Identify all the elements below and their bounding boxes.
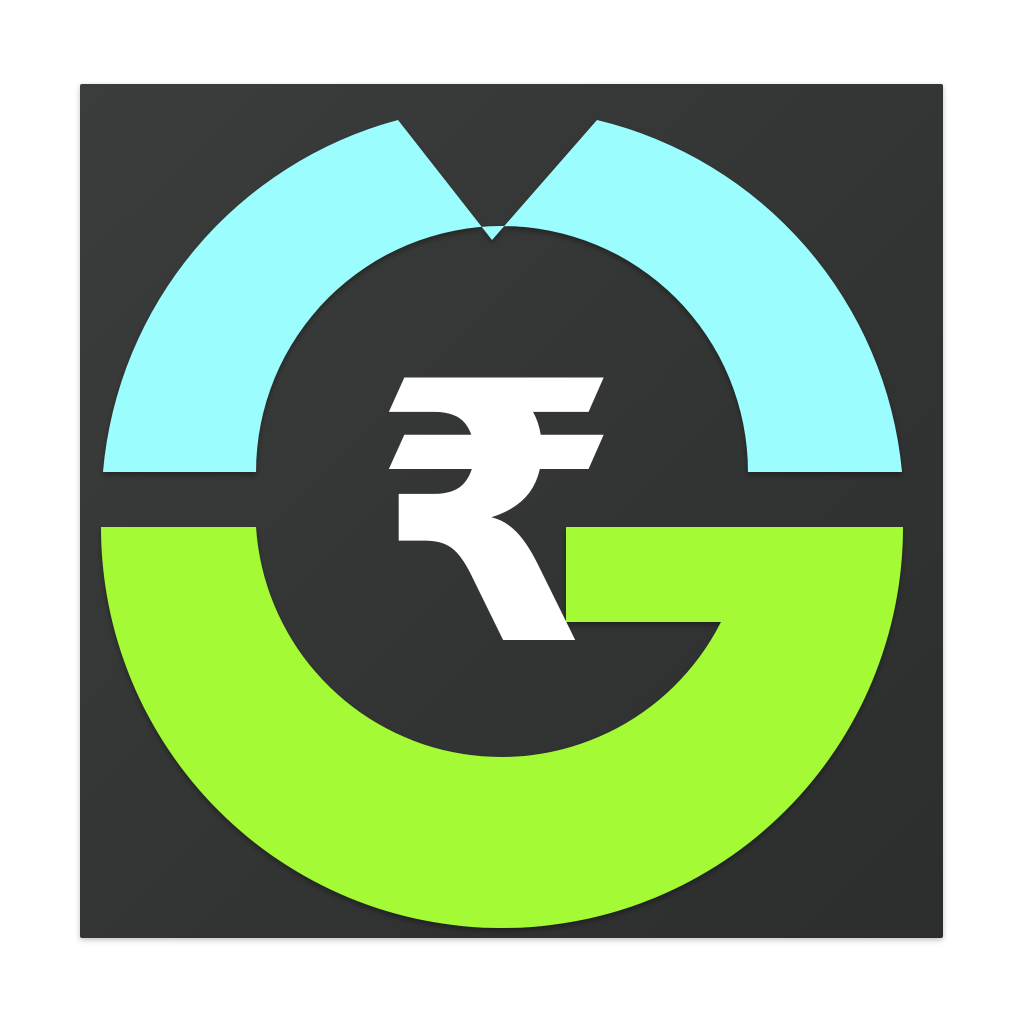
rupee-g-logo-icon: ₹ bbox=[80, 84, 943, 938]
rupee-symbol: ₹ bbox=[371, 306, 622, 725]
top-cyan-arc bbox=[103, 120, 902, 472]
bottom-green-arc bbox=[101, 527, 903, 928]
app-icon-tile: ₹ bbox=[80, 84, 943, 938]
